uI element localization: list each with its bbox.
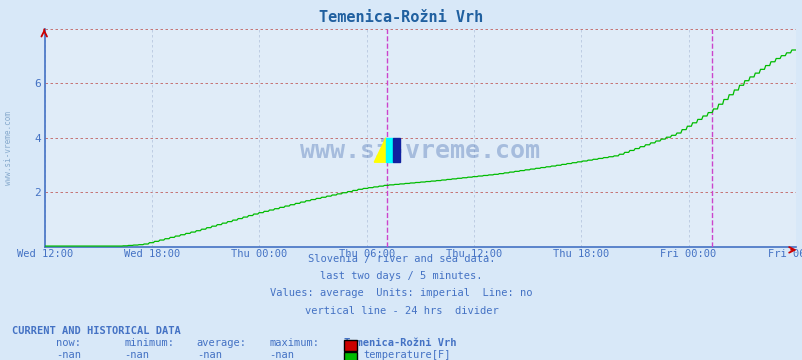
Text: Values: average  Units: imperial  Line: no: Values: average Units: imperial Line: no [270,288,532,298]
Text: Slovenia / river and sea data.: Slovenia / river and sea data. [307,254,495,264]
Text: www.si-vreme.com: www.si-vreme.com [300,139,540,163]
Text: -nan: -nan [269,350,294,360]
Text: Temenica-Rožni Vrh: Temenica-Rožni Vrh [343,338,456,348]
Text: vertical line - 24 hrs  divider: vertical line - 24 hrs divider [304,306,498,316]
Text: temperature[F]: temperature[F] [363,350,450,360]
Text: minimum:: minimum: [124,338,174,348]
Polygon shape [386,138,393,162]
Text: maximum:: maximum: [269,338,318,348]
Text: now:: now: [56,338,81,348]
Text: Temenica-Rožni Vrh: Temenica-Rožni Vrh [319,10,483,25]
Text: average:: average: [196,338,246,348]
Text: -nan: -nan [56,350,81,360]
Polygon shape [374,138,386,162]
Polygon shape [393,138,400,162]
Text: last two days / 5 minutes.: last two days / 5 minutes. [320,271,482,281]
Text: CURRENT AND HISTORICAL DATA: CURRENT AND HISTORICAL DATA [12,326,180,336]
Text: -nan: -nan [124,350,149,360]
Text: -nan: -nan [196,350,221,360]
Text: www.si-vreme.com: www.si-vreme.com [3,111,13,185]
